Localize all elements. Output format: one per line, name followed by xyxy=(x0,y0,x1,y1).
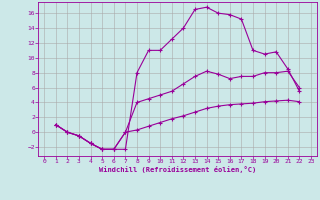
X-axis label: Windchill (Refroidissement éolien,°C): Windchill (Refroidissement éolien,°C) xyxy=(99,166,256,173)
